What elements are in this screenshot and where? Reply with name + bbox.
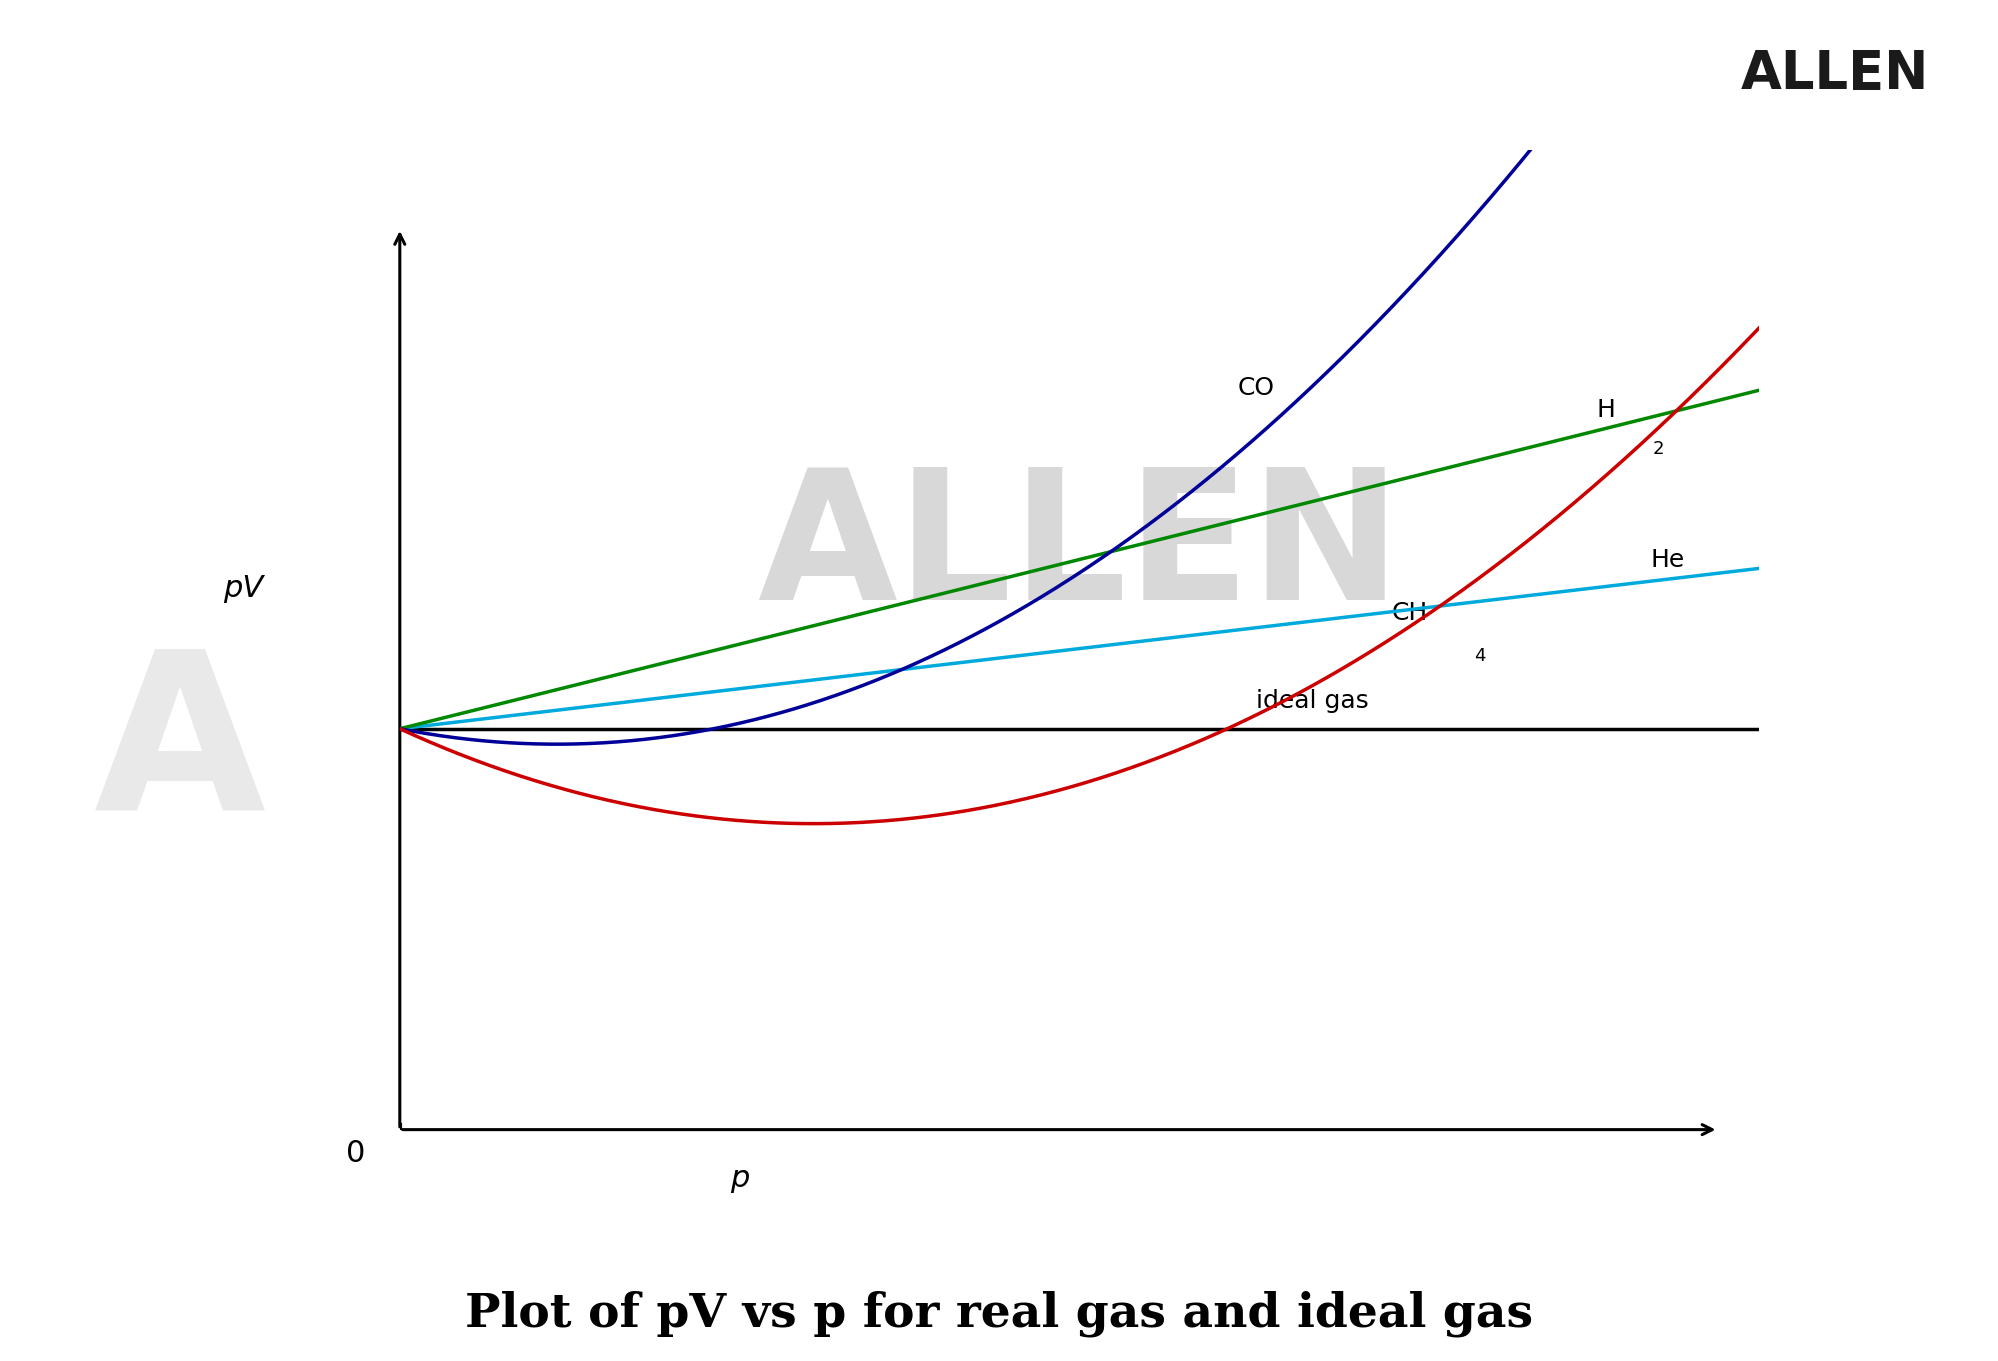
Text: pV: pV [224, 574, 264, 603]
Text: 4: 4 [1473, 646, 1485, 664]
Text: ALLEN: ALLEN [1740, 48, 1928, 99]
Text: ALLEN: ALLEN [757, 461, 1401, 638]
Text: He: He [1650, 548, 1684, 573]
Text: Plot of pV vs p for real gas and ideal gas: Plot of pV vs p for real gas and ideal g… [466, 1290, 1532, 1337]
Text: CH: CH [1391, 600, 1429, 625]
Text: p: p [729, 1164, 749, 1194]
Text: CO: CO [1237, 376, 1275, 400]
Text: ideal gas: ideal gas [1255, 689, 1369, 713]
Text: 2: 2 [1652, 440, 1664, 457]
Text: H: H [1594, 397, 1614, 422]
Text: 0: 0 [346, 1139, 366, 1168]
Text: A: A [94, 641, 266, 856]
